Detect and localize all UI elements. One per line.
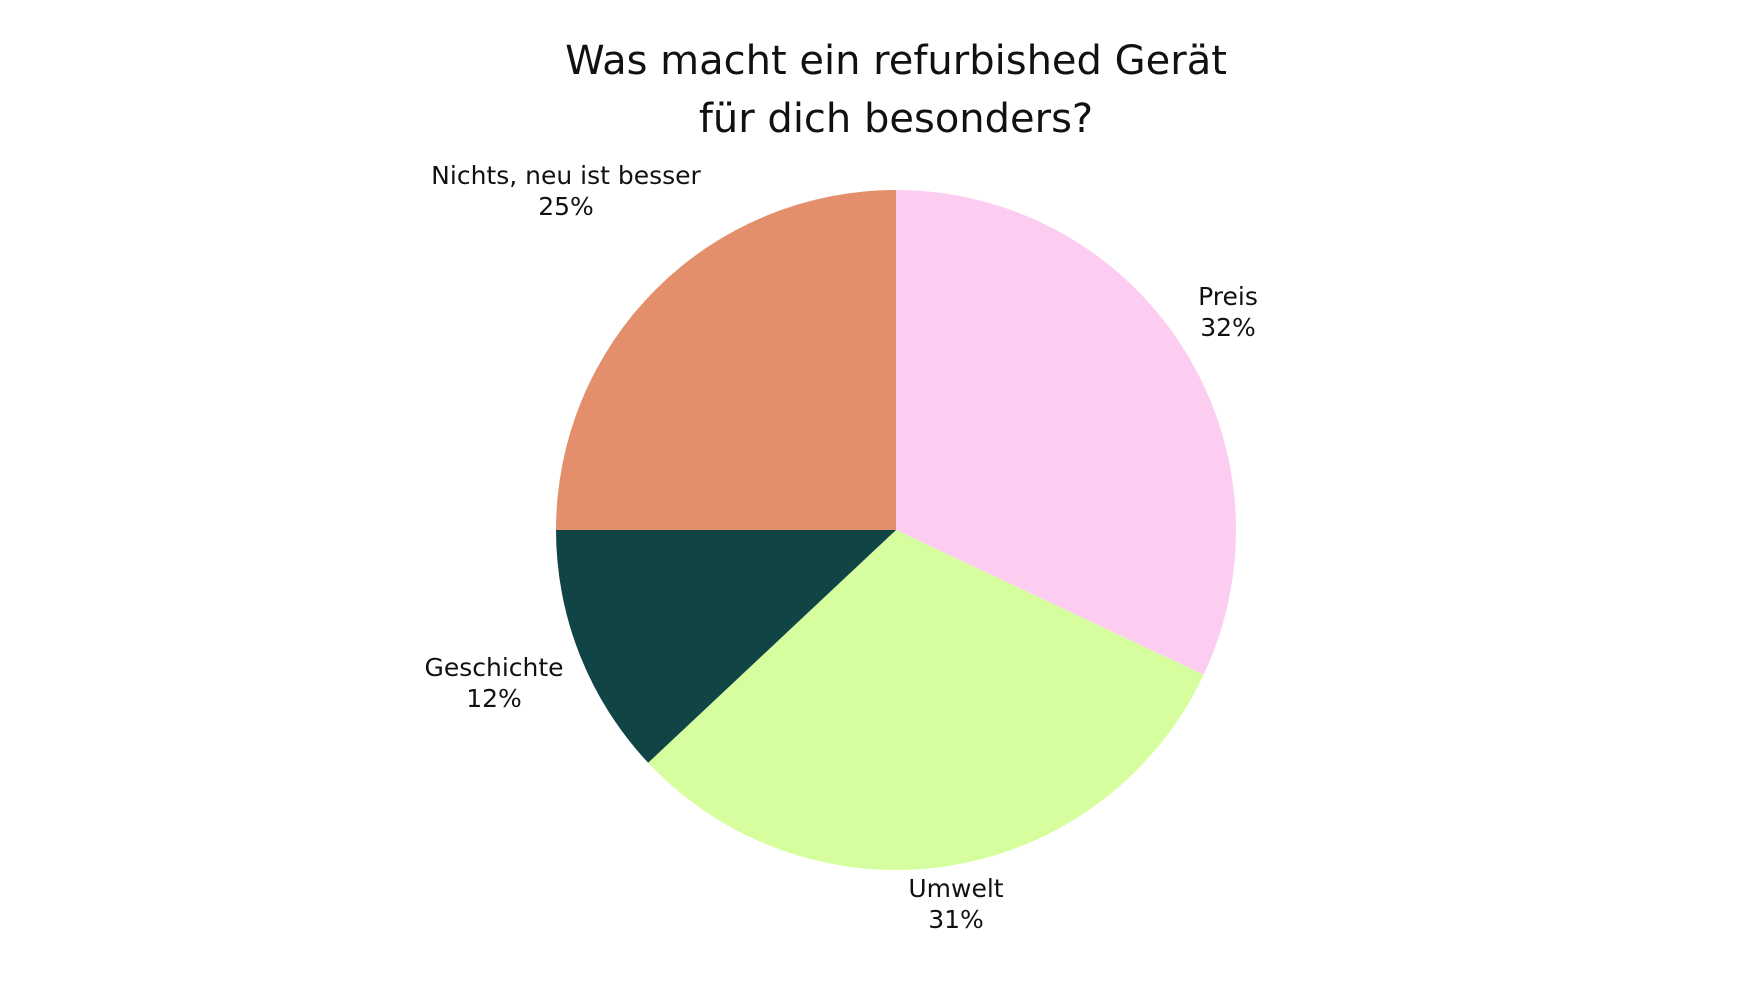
chart-title-line-1: Was macht ein refurbished Gerät — [565, 38, 1227, 84]
pie-slice-geschichte — [556, 530, 896, 763]
slice-value-geschichte: 12% — [466, 684, 522, 713]
pie-slice-preis — [896, 190, 1236, 675]
pie-slice-nichts-neu-ist-besser — [556, 190, 896, 530]
slice-value-nichts-neu-ist-besser: 25% — [538, 192, 594, 221]
slice-label-preis: Preis — [1198, 282, 1258, 311]
pie-slices — [556, 190, 1236, 871]
slice-label-geschichte: Geschichte — [424, 653, 563, 682]
slice-label-nichts-neu-ist-besser: Nichts, neu ist besser — [431, 161, 701, 190]
slice-label-umwelt: Umwelt — [908, 874, 1003, 903]
slice-value-umwelt: 31% — [928, 905, 984, 934]
slice-value-preis: 32% — [1200, 313, 1256, 342]
chart-title-line-2: für dich besonders? — [699, 96, 1093, 142]
pie-slice-umwelt — [648, 530, 1204, 871]
chart-title: Was macht ein refurbished Gerät für dich… — [565, 38, 1227, 142]
